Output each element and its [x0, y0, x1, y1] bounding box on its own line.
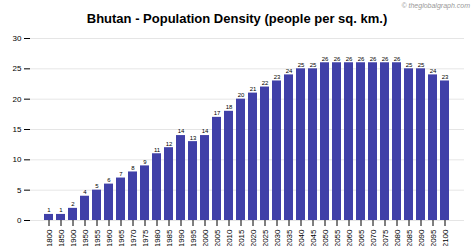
- svg-text:0: 0: [17, 216, 22, 225]
- svg-text:6: 6: [107, 177, 111, 183]
- svg-text:1960: 1960: [105, 229, 114, 246]
- svg-text:1985: 1985: [165, 229, 174, 246]
- svg-text:2015: 2015: [237, 229, 246, 246]
- svg-text:2: 2: [71, 201, 75, 207]
- svg-text:1965: 1965: [117, 229, 126, 246]
- svg-text:2090: 2090: [417, 229, 426, 246]
- svg-text:2030: 2030: [273, 229, 282, 246]
- svg-text:1975: 1975: [141, 229, 150, 246]
- svg-text:1: 1: [47, 207, 51, 213]
- svg-text:2035: 2035: [285, 229, 294, 246]
- svg-text:25: 25: [418, 62, 425, 68]
- svg-text:15: 15: [13, 125, 22, 134]
- svg-text:2100: 2100: [441, 229, 450, 246]
- svg-text:23: 23: [274, 74, 281, 80]
- svg-text:25: 25: [406, 62, 413, 68]
- svg-text:17: 17: [214, 110, 221, 116]
- svg-text:1990: 1990: [177, 229, 186, 246]
- svg-text:26: 26: [358, 56, 365, 62]
- svg-text:2025: 2025: [261, 229, 270, 246]
- svg-text:1950: 1950: [81, 229, 90, 246]
- svg-text:5: 5: [17, 186, 22, 195]
- svg-text:2050: 2050: [321, 229, 330, 246]
- svg-text:2070: 2070: [369, 229, 378, 246]
- svg-text:2055: 2055: [333, 229, 342, 246]
- svg-text:25: 25: [13, 64, 22, 73]
- svg-text:2010: 2010: [225, 229, 234, 246]
- svg-text:26: 26: [394, 56, 401, 62]
- svg-text:2005: 2005: [213, 229, 222, 246]
- svg-text:1800: 1800: [45, 229, 54, 246]
- svg-text:24: 24: [286, 68, 293, 74]
- svg-text:10: 10: [13, 155, 22, 164]
- svg-text:23: 23: [442, 74, 449, 80]
- svg-text:30: 30: [13, 34, 22, 43]
- svg-text:2085: 2085: [405, 229, 414, 246]
- svg-text:5: 5: [95, 183, 99, 189]
- svg-text:26: 26: [322, 56, 329, 62]
- svg-text:1980: 1980: [153, 229, 162, 246]
- svg-text:1970: 1970: [129, 229, 138, 246]
- svg-text:14: 14: [178, 128, 185, 134]
- svg-text:25: 25: [298, 62, 305, 68]
- svg-text:8: 8: [131, 165, 135, 171]
- svg-text:7: 7: [119, 171, 123, 177]
- svg-text:1: 1: [59, 207, 63, 213]
- svg-text:2000: 2000: [201, 229, 210, 246]
- svg-text:2095: 2095: [429, 229, 438, 246]
- svg-text:11: 11: [154, 147, 161, 153]
- svg-text:2045: 2045: [309, 229, 318, 246]
- html-text:© theglobalgraph.com: © theglobalgraph.com: [401, 2, 470, 9]
- svg-text:26: 26: [334, 56, 341, 62]
- svg-text:14: 14: [202, 128, 209, 134]
- svg-text:2080: 2080: [393, 229, 402, 246]
- svg-text:26: 26: [382, 56, 389, 62]
- svg-text:4: 4: [83, 189, 87, 195]
- svg-text:1995: 1995: [189, 229, 198, 246]
- svg-text:22: 22: [262, 80, 269, 86]
- svg-text:21: 21: [250, 86, 257, 92]
- svg-text:1850: 1850: [57, 229, 66, 246]
- html-text:Bhutan - Population Density (p: Bhutan - Population Density (people per …: [86, 11, 388, 26]
- svg-text:2020: 2020: [249, 229, 258, 246]
- svg-text:2065: 2065: [357, 229, 366, 246]
- svg-text:26: 26: [346, 56, 353, 62]
- svg-text:9: 9: [143, 159, 147, 165]
- svg-text:13: 13: [190, 135, 197, 141]
- svg-text:26: 26: [370, 56, 377, 62]
- svg-text:25: 25: [310, 62, 317, 68]
- svg-text:2060: 2060: [345, 229, 354, 246]
- svg-text:18: 18: [226, 104, 233, 110]
- svg-text:24: 24: [430, 68, 437, 74]
- svg-text:20: 20: [238, 92, 245, 98]
- svg-text:2075: 2075: [381, 229, 390, 246]
- svg-text:1955: 1955: [93, 229, 102, 246]
- svg-text:12: 12: [166, 141, 173, 147]
- svg-text:1900: 1900: [69, 229, 78, 246]
- svg-text:2040: 2040: [297, 229, 306, 246]
- svg-text:20: 20: [13, 95, 22, 104]
